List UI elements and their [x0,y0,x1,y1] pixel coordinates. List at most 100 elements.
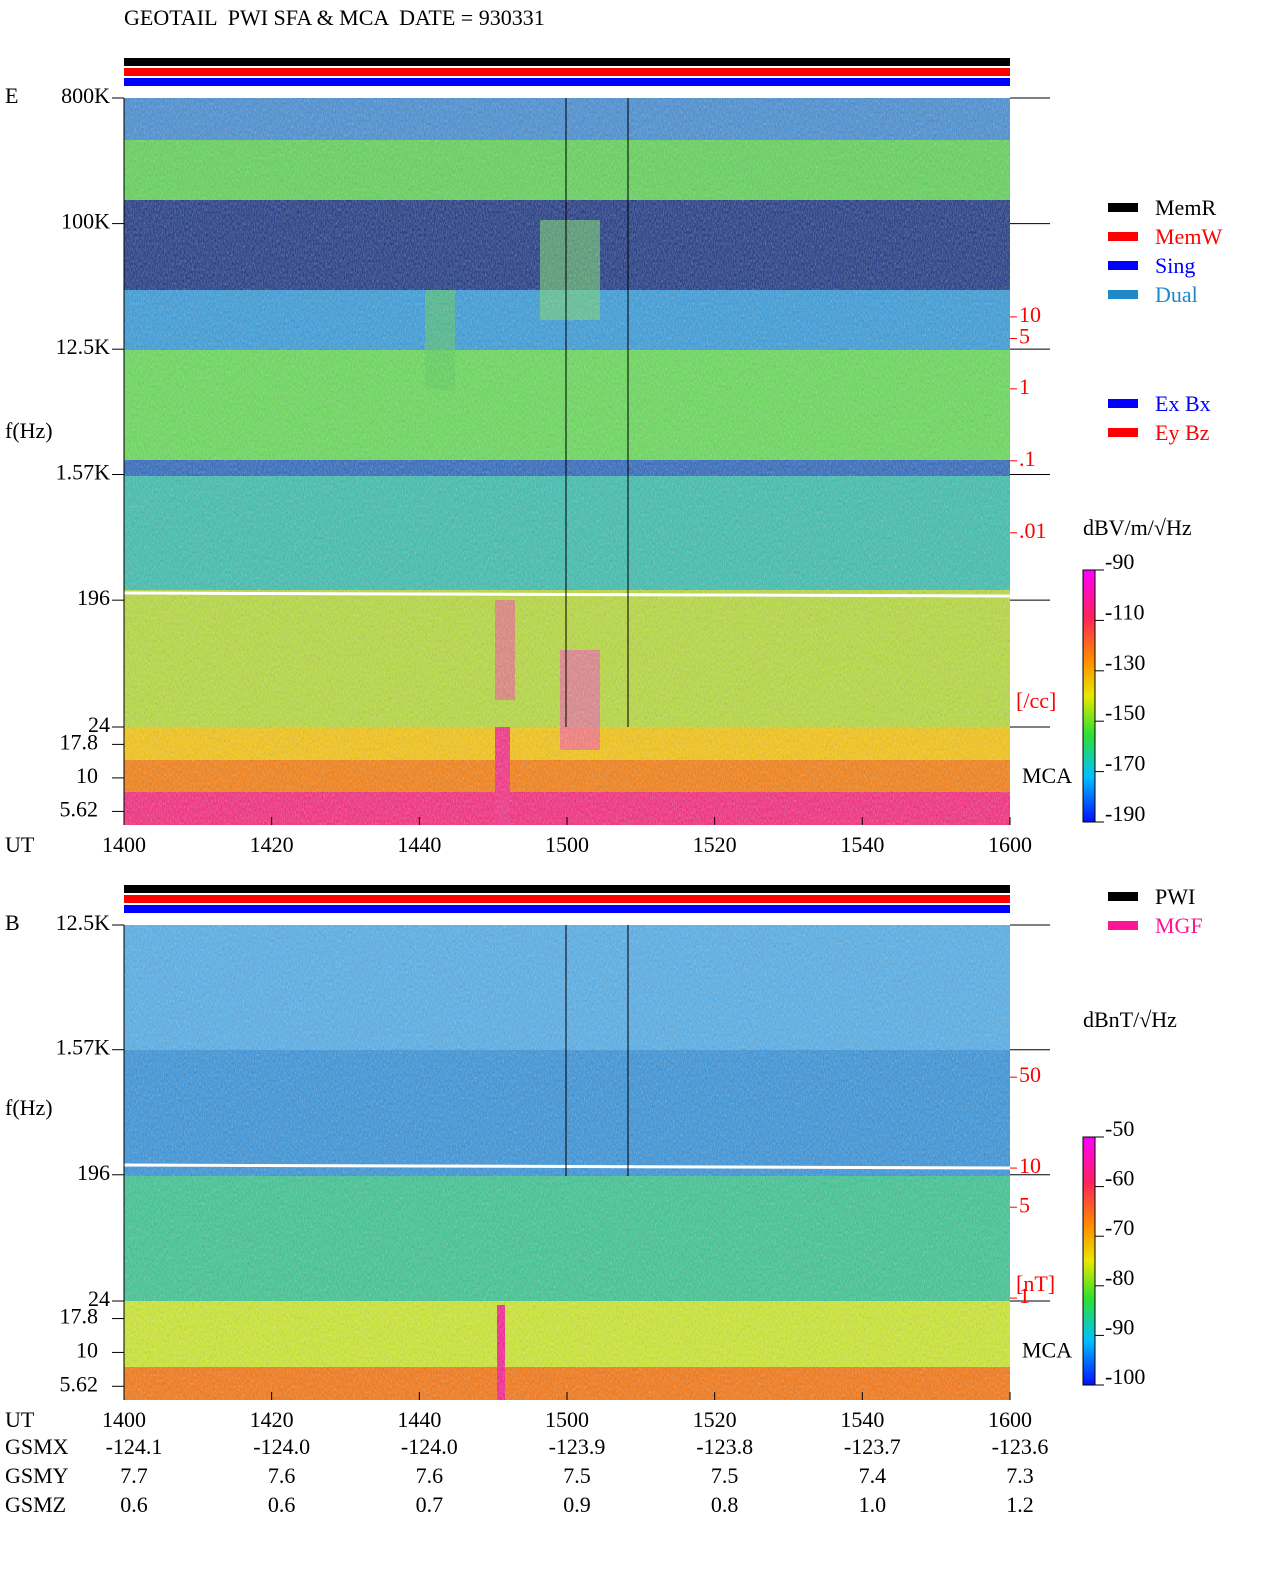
ephemeris-value: 1.0 [859,1492,887,1517]
legend-label: MGF [1155,913,1203,938]
colorbar-tick-label: -190 [1105,801,1145,826]
y-tick-label: 196 [77,1160,110,1185]
ephemeris-value: 0.9 [563,1492,591,1517]
colorbar-tick-label: -130 [1105,650,1145,675]
ephemeris-value: 0.6 [120,1492,148,1517]
ephemeris-value: -124.1 [106,1434,163,1459]
ephemeris-value: -124.0 [401,1434,458,1459]
x-tick-label: 1600 [988,832,1032,857]
y-tick-label: 12.5K [56,334,111,359]
x-tick-label: 1520 [693,1407,737,1432]
legend-label: Ex Bx [1155,391,1211,416]
spectrum-noise [124,98,1010,825]
ephemeris-value: 7.7 [120,1463,148,1488]
x-tick-label: 1440 [397,832,441,857]
ephemeris-value: 0.7 [416,1492,444,1517]
y-tick-label: 1.57K [56,460,111,485]
ephemeris-value: 7.6 [268,1463,296,1488]
legend-label: Sing [1155,253,1195,278]
y2-unit-label: [nT] [1016,1271,1055,1296]
colorbar-label: dBV/m/√Hz [1083,515,1192,540]
ephemeris-name: GSMX [5,1434,69,1459]
ephemeris-value: 0.6 [268,1492,296,1517]
colorbar-tick-label: -50 [1105,1116,1134,1141]
y-tick-label: 12.5K [56,910,111,935]
legend-swatch [1108,203,1138,212]
legend-swatch [1108,921,1138,930]
mca-tick-label: 10 [76,763,98,788]
x-tick-label: 1500 [545,1407,589,1432]
mca-tick-label: 5.62 [60,1371,99,1396]
ephemeris-name: GSMY [5,1463,69,1488]
x-tick-label: 1420 [250,832,294,857]
status-bar [124,58,1010,66]
x-tick-label: 1440 [397,1407,441,1432]
colorbar-label: dBnT/√Hz [1083,1007,1177,1032]
colorbar-tick-label: -170 [1105,751,1145,776]
status-bar [124,895,1010,903]
ephemeris-value: 7.4 [859,1463,887,1488]
panel-label: E [5,83,18,108]
y2-tick-label: 10 [1019,1153,1041,1178]
status-bar [124,885,1010,893]
status-bar [124,78,1010,86]
x-tick-label: 1600 [988,1407,1032,1432]
y-axis-label: f(Hz) [5,1095,53,1120]
colorbar-tick-label: -80 [1105,1265,1134,1290]
y2-tick-label: .01 [1019,518,1047,543]
colorbar-tick-label: -90 [1105,1314,1134,1339]
mca-tick-label: 17.8 [60,729,99,754]
x-tick-label: 1520 [693,832,737,857]
colorbar-tick-label: -70 [1105,1215,1134,1240]
y-tick-label: 1.57K [56,1035,111,1060]
mca-label: MCA [1022,763,1072,788]
ephemeris-value: -123.6 [992,1434,1049,1459]
panel-label: B [5,910,20,935]
x-axis-label: UT [5,832,35,857]
legend-label: MemR [1155,195,1216,220]
ephemeris-value: 1.2 [1006,1492,1034,1517]
status-bar [124,68,1010,76]
colorbar-tick-label: -110 [1105,599,1145,624]
ephemeris-value: -123.8 [696,1434,753,1459]
ephemeris-value: 0.8 [711,1492,739,1517]
y2-tick-label: 1 [1019,1283,1030,1308]
mca-tick-label: 10 [76,1337,98,1362]
legend-swatch [1108,290,1138,299]
x-axis-label: UT [5,1407,35,1432]
legend-label: Ey Bz [1155,420,1210,445]
spectrum-noise [124,925,1010,1400]
colorbar-tick-label: -150 [1105,700,1145,725]
ephemeris-value: 7.5 [711,1463,739,1488]
ephemeris-value: -123.9 [549,1434,606,1459]
y-tick-label: 100K [61,209,110,234]
white-trace [123,1163,1011,1170]
mca-tick-label: 5.62 [60,796,99,821]
y-tick-label: 800K [61,83,110,108]
legend-swatch [1108,261,1138,270]
legend-swatch [1108,428,1138,437]
white-trace [123,591,1011,598]
x-tick-label: 1500 [545,832,589,857]
chart-title: GEOTAIL PWI SFA & MCA DATE = 930331 [124,5,545,30]
legend-label: Dual [1155,282,1198,307]
mca-label: MCA [1022,1337,1072,1362]
legend-swatch [1108,232,1138,241]
mca-tick-label: 17.8 [60,1304,99,1329]
ephemeris-value: 7.5 [563,1463,591,1488]
x-tick-label: 1420 [250,1407,294,1432]
legend-label: PWI [1155,884,1195,909]
legend-swatch [1108,892,1138,901]
x-tick-label: 1400 [102,1407,146,1432]
y2-tick-label: 5 [1019,1192,1030,1217]
ephemeris-value: 7.6 [416,1463,444,1488]
y-tick-label: 24 [88,712,110,737]
y2-tick-label: 1 [1019,374,1030,399]
colorbar-tick-label: -100 [1105,1364,1145,1389]
x-tick-label: 1400 [102,832,146,857]
legend-swatch [1108,399,1138,408]
ephemeris-name: GSMZ [5,1492,66,1517]
colorbar-tick-label: -60 [1105,1166,1134,1191]
